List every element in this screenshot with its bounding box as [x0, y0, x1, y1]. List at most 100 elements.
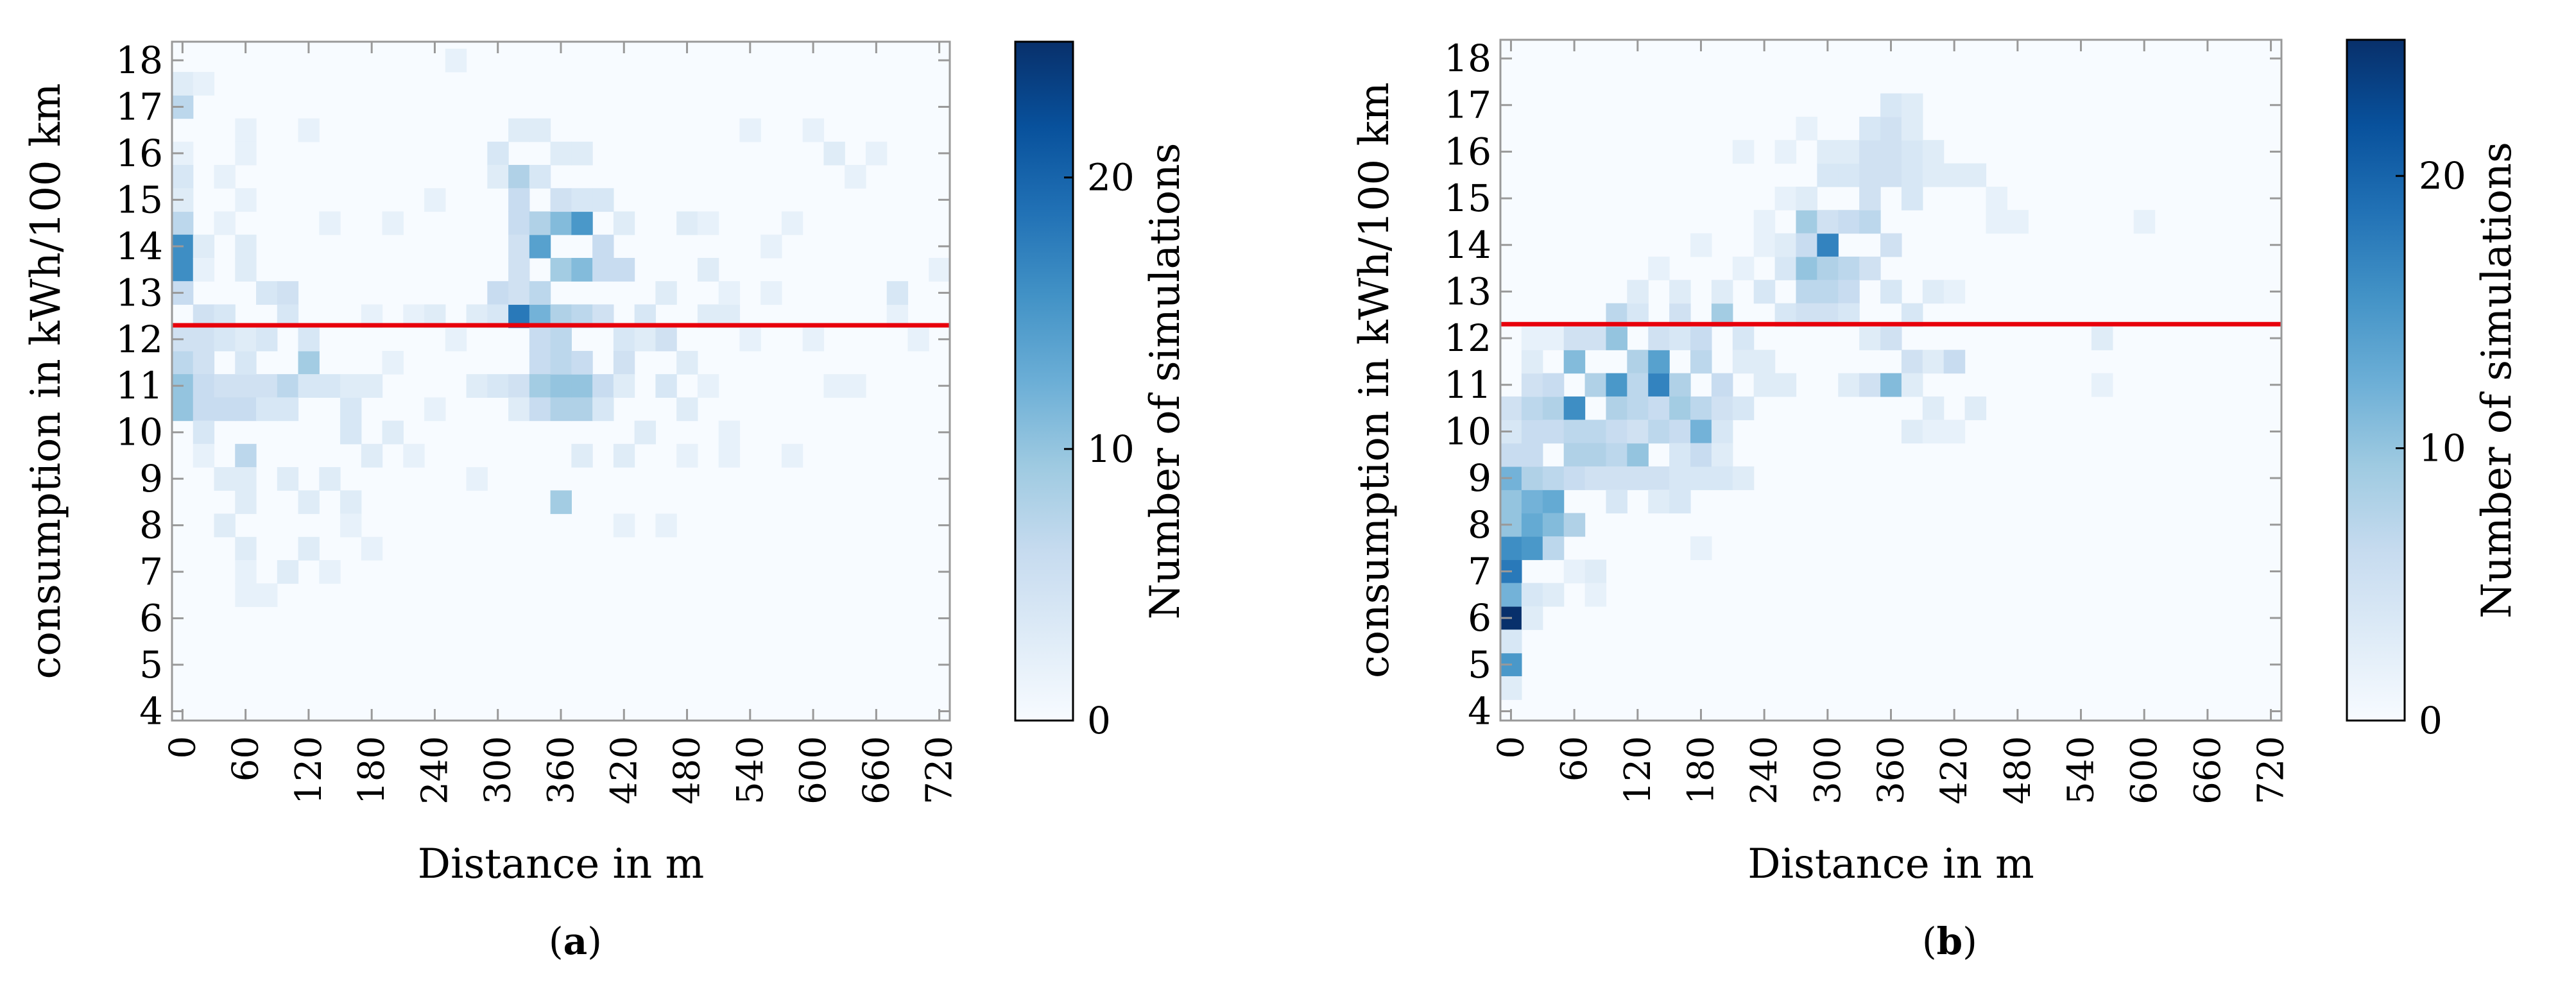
heatmap-cell [172, 72, 194, 96]
heatmap-cell [1901, 116, 1923, 141]
heatmap-cell [508, 165, 530, 189]
heatmap-cell [340, 374, 362, 398]
heatmap-cell [1500, 583, 1522, 607]
heatmap-cell [760, 234, 782, 259]
heatmap-cell [361, 443, 383, 468]
heatmap-cell [277, 397, 299, 422]
heatmap-cell [1859, 373, 1881, 397]
heatmap-cell [235, 188, 257, 212]
heatmap-cell [929, 257, 950, 282]
heatmap-cell [256, 397, 278, 422]
heatmap-cell [1838, 163, 1860, 187]
heatmap-cell [1859, 186, 1881, 210]
colorbar-tick-label: 10 [1087, 427, 1135, 471]
heatmap-cell [487, 374, 509, 398]
heatmap-cell [571, 443, 593, 468]
heatmap-cell [508, 118, 530, 142]
heatmap-cell [1986, 186, 2008, 210]
heatmap-cell [1521, 373, 1543, 397]
heatmap-cell [340, 397, 362, 422]
heatmap-cell [1542, 420, 1565, 444]
heatmap-cell [1669, 443, 1691, 467]
heatmap-cell [256, 327, 278, 352]
heatmap-cell [1732, 140, 1755, 164]
heatmap-cell [466, 467, 488, 491]
heatmap-cell [1648, 466, 1670, 490]
heatmap-cell [529, 374, 551, 398]
heatmap-cell [1817, 210, 1839, 234]
heatmap-cell [1627, 350, 1649, 374]
x-tick-label: 420 [1934, 736, 1975, 805]
heatmap-cell [298, 118, 320, 142]
heatmap-cell [1711, 443, 1733, 467]
heatmap-cell [1690, 326, 1712, 350]
heatmap-cell [1732, 350, 1755, 374]
y-tick-label: 17 [116, 85, 163, 128]
heatmap-cell [361, 374, 383, 398]
y-tick-label: 18 [1444, 37, 1491, 80]
heatmap-cell [1521, 420, 1543, 444]
heatmap-cell [1753, 350, 1776, 374]
heatmap-cell [571, 397, 593, 422]
heatmap-cell [1796, 186, 1817, 210]
heatmap-cell [1648, 373, 1670, 397]
heatmap-cell [1690, 420, 1712, 444]
heatmap-cell [277, 281, 299, 305]
heatmap-cell [1838, 210, 1860, 234]
heatmap-cell [2133, 210, 2156, 234]
heatmap-cell [655, 281, 677, 305]
heatmap-cell [529, 211, 551, 235]
heatmap-cell [1732, 326, 1755, 350]
heatmap-cell [592, 234, 614, 259]
heatmap-cell [1774, 186, 1797, 210]
heatmap-cell [1584, 559, 1607, 584]
heatmap-cell [1606, 396, 1627, 420]
colorbar-tick-label: 20 [2419, 154, 2466, 198]
heatmap-cell [613, 443, 635, 468]
heatmap-cell [1500, 629, 1522, 654]
heatmap-cell [298, 490, 320, 515]
heatmap-cell [214, 513, 236, 538]
heatmap-cell [676, 397, 698, 422]
heatmap-cell [235, 234, 257, 259]
y-tick-label: 8 [1468, 503, 1491, 547]
heatmap-cell [845, 374, 866, 398]
heatmap-cell [1753, 210, 1776, 234]
heatmap-cell [193, 350, 215, 375]
heatmap-cell [1901, 140, 1923, 164]
y-tick-label: 7 [1468, 549, 1491, 593]
y-axis-label: consumption in kWh/100 km [22, 83, 70, 679]
heatmap-cell [1690, 443, 1712, 467]
x-tick-label: 540 [730, 736, 771, 805]
heatmap-cell [529, 397, 551, 422]
heatmap-cell [571, 211, 593, 235]
heatmap-cell [235, 257, 257, 282]
heatmap-cell [214, 397, 236, 422]
colorbar-tick-label: 0 [1087, 699, 1111, 742]
heatmap-cell [277, 374, 299, 398]
y-tick-label: 5 [1468, 643, 1491, 687]
heatmap-cell [1563, 396, 1586, 420]
heatmap-cell [1690, 233, 1712, 257]
heatmap-cell [1986, 210, 2008, 234]
heatmap-cell [193, 397, 215, 422]
heatmap-cell [1753, 233, 1776, 257]
heatmap-cell [235, 350, 257, 375]
heatmap-cell [1584, 373, 1607, 397]
heatmap-cell [1922, 350, 1945, 374]
x-tick-label: 120 [288, 736, 330, 805]
heatmap-cell [1774, 256, 1797, 280]
heatmap-cell [1711, 466, 1733, 490]
x-tick-label: 360 [1871, 736, 1912, 805]
heatmap-cell [2091, 326, 2113, 350]
heatmap-cell [1606, 373, 1627, 397]
heatmap-cell [550, 188, 572, 212]
heatmap-cell [634, 420, 657, 445]
x-tick-label: 720 [919, 736, 961, 805]
heatmap-cell [1584, 326, 1607, 350]
heatmap-cell [172, 257, 194, 282]
y-tick-label: 14 [1444, 223, 1491, 267]
heatmap-cell [1542, 466, 1565, 490]
x-tick-label: 180 [1680, 736, 1722, 805]
